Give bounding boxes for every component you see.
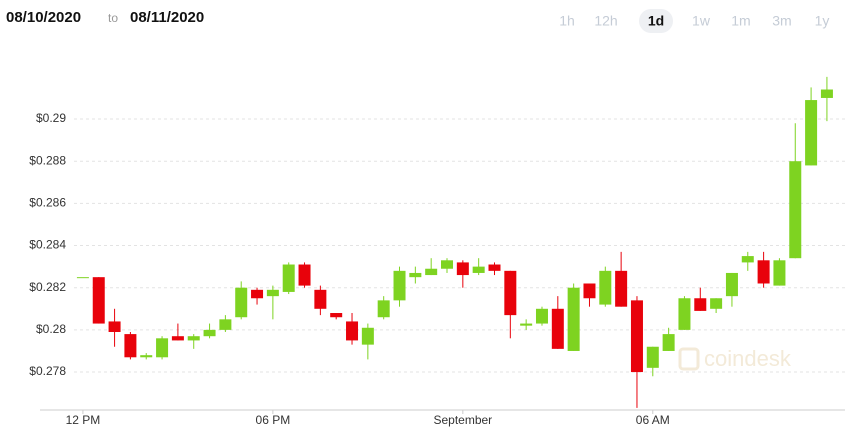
range-selector: 1h 12h 1d 1w 1m 3m 1y [559,9,829,33]
candle-body [694,298,707,311]
candle-body [662,334,675,351]
candle-body [535,308,548,324]
candle-body [789,161,802,259]
candle-body [678,298,691,330]
candle-body [92,277,105,324]
y-tick-label: $0.29 [36,111,66,125]
watermark: coindesk [678,346,792,371]
candle-body [266,289,279,297]
date-to: 08/11/2020 [130,9,204,26]
candle-body [203,329,216,337]
candle-body [725,272,738,297]
candle-body [140,355,153,358]
date-from: 08/10/2020 [6,9,81,26]
candle-body [282,264,295,292]
range-selected-bg [639,9,673,33]
candle-body [472,266,485,273]
y-tick-label: $0.288 [29,153,66,167]
candle-body [425,268,438,276]
range-button[interactable]: 1w [692,13,711,29]
candle-body [773,260,786,286]
date-separator: to [108,11,118,25]
candle-body [520,323,533,326]
y-tick-label: $0.282 [29,280,66,294]
candle-body [187,336,200,341]
candle-body [393,270,406,301]
x-tick-label: September [433,413,492,427]
candle-body [235,287,248,318]
candle-body [805,100,818,166]
candle-body [710,298,723,309]
x-tick-label: 12 PM [66,413,101,427]
candle-body [630,300,643,373]
candle-body [108,321,121,332]
candle-body [820,89,833,98]
y-tick-label: $0.284 [29,238,66,252]
watermark-text: coindesk [704,346,792,371]
candle-body [567,287,580,351]
range-button[interactable]: 1y [815,13,830,29]
watermark-logo [678,347,700,371]
candle-body [76,277,89,279]
candle-body [441,260,454,269]
candle-body [298,264,311,286]
x-tick-label: 06 PM [256,413,291,427]
candle-body [741,256,754,263]
candle-body [757,260,770,284]
candle-body [330,313,343,318]
candle-body [551,308,564,349]
candle-body [251,289,264,299]
y-tick-label: $0.286 [29,196,66,210]
candle-body [599,270,612,305]
candle-body [361,327,374,345]
candle-body [615,270,628,307]
range-button[interactable]: 1h [559,13,575,29]
y-tick-label: $0.28 [36,322,66,336]
candle-body [314,289,327,309]
candle-body [504,270,517,316]
candle-body [156,338,169,358]
candle-body [456,262,469,276]
candle-body [124,334,137,358]
range-button[interactable]: 1d [648,13,664,29]
candle-body [377,300,390,318]
candle-body [488,264,501,271]
candle-body [346,321,359,341]
candle-body [219,319,232,330]
range-button[interactable]: 1m [731,13,750,29]
y-tick-label: $0.278 [29,364,66,378]
range-button[interactable]: 12h [594,13,617,29]
candle-body [409,272,422,278]
candle-body [583,283,596,299]
range-button[interactable]: 3m [772,13,791,29]
candle-body [646,346,659,368]
candle-body [171,336,184,341]
x-tick-label: 06 AM [636,413,670,427]
